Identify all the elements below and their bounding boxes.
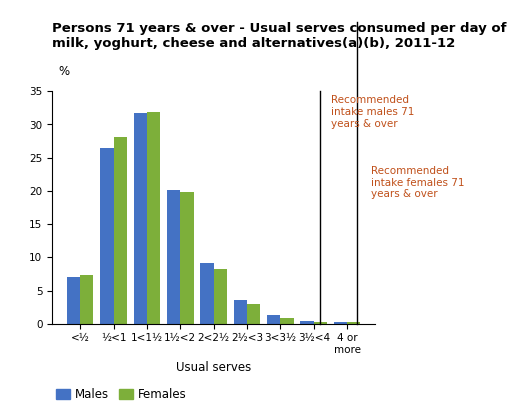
Bar [280, 318, 294, 324]
Bar [334, 322, 347, 324]
Bar [301, 321, 314, 324]
Text: Recommended
intake females 71
years & over: Recommended intake females 71 years & ov… [370, 166, 464, 199]
Legend: Males, Females: Males, Females [52, 383, 191, 406]
Bar [67, 277, 80, 324]
Bar [133, 113, 147, 324]
Bar [114, 137, 127, 324]
Bar [80, 275, 93, 324]
Text: Persons 71 years & over - Usual serves consumed per day of
milk, yoghurt, cheese: Persons 71 years & over - Usual serves c… [52, 22, 506, 50]
Bar [347, 322, 361, 324]
Text: %: % [58, 65, 69, 78]
Bar [214, 269, 227, 324]
Bar [233, 300, 247, 324]
Bar [100, 148, 114, 324]
Bar [247, 304, 260, 324]
Text: Recommended
intake males 71
years & over: Recommended intake males 71 years & over [331, 95, 414, 129]
Bar [147, 112, 160, 324]
Bar [314, 322, 327, 324]
Bar [167, 190, 180, 324]
Bar [200, 263, 214, 324]
X-axis label: Usual serves: Usual serves [176, 361, 251, 374]
Bar [180, 192, 194, 324]
Bar [267, 315, 280, 324]
